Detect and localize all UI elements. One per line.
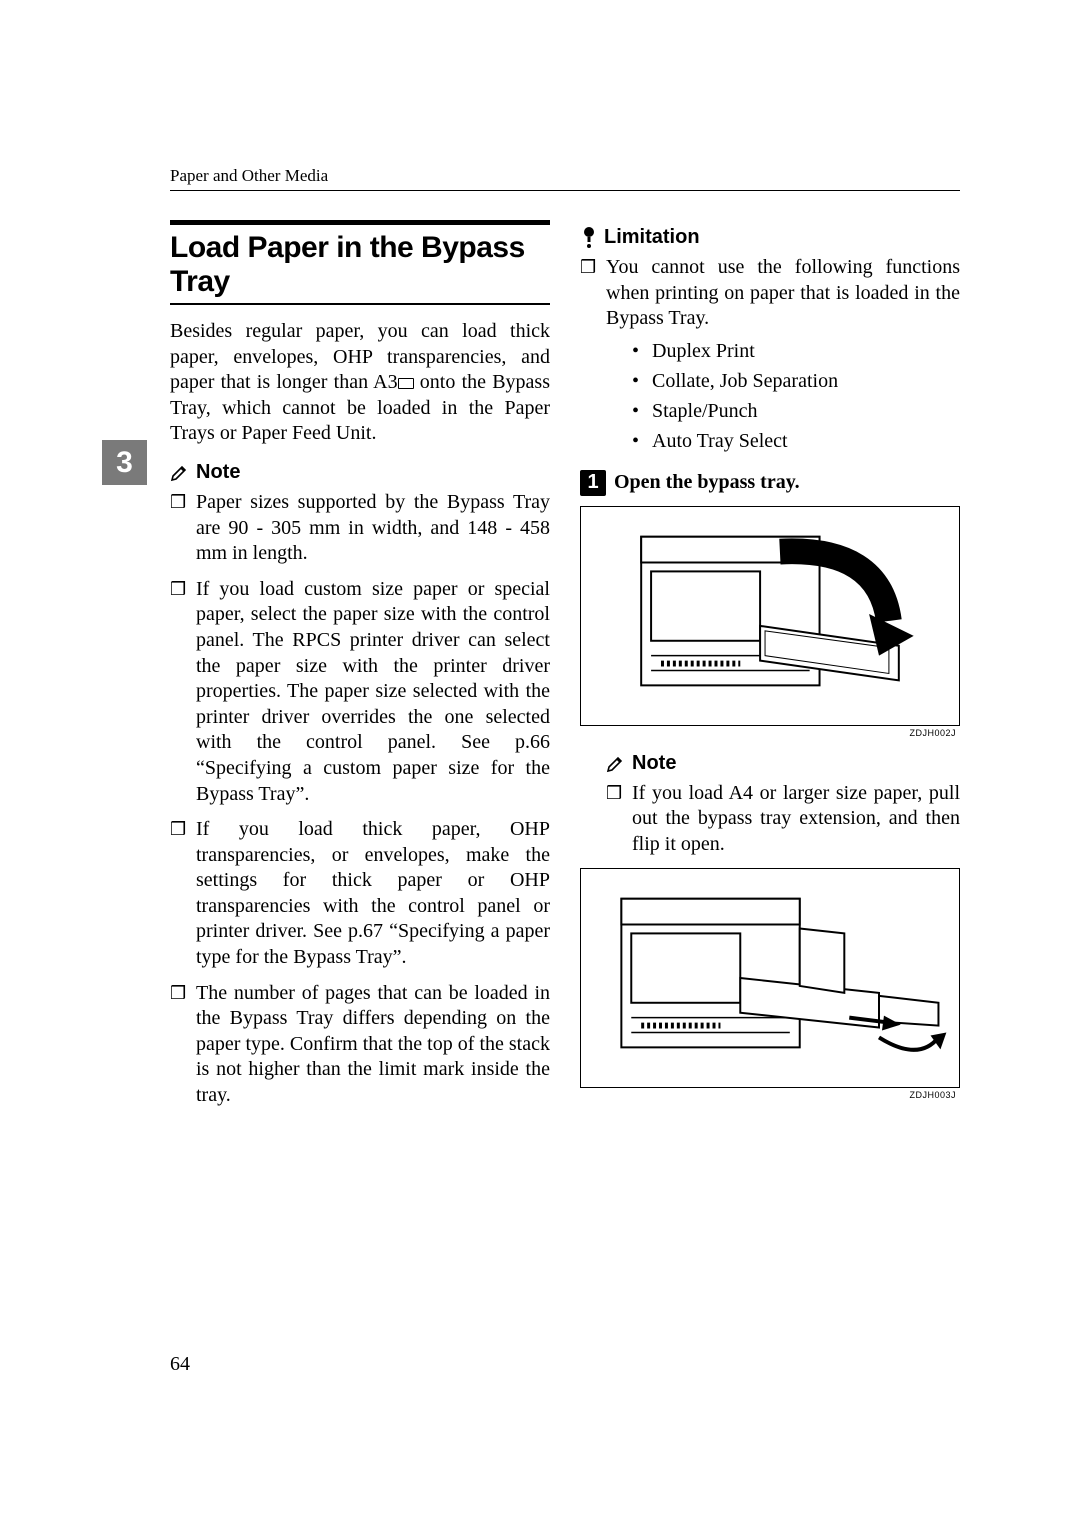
pencil-icon <box>170 462 190 482</box>
printer-extension-illustration <box>581 869 959 1087</box>
note-list: Paper sizes supported by the Bypass Tray… <box>170 490 550 1109</box>
section-heading: Load Paper in the Bypass Tray <box>170 220 550 305</box>
limitation-list: You cannot use the following functions w… <box>580 255 960 456</box>
section-title: Load Paper in the Bypass Tray <box>170 225 550 303</box>
right-column: Limitation You cannot use the following … <box>580 220 960 1119</box>
content-columns: Load Paper in the Bypass Tray Besides re… <box>170 220 960 1119</box>
list-item: If you load thick paper, OHP transparenc… <box>170 817 550 971</box>
step-heading: 1 Open the bypass tray. <box>580 470 960 496</box>
landscape-icon <box>398 378 414 389</box>
list-item: Staple/Punch <box>632 396 960 426</box>
figure-1-caption: ZDJH002J <box>580 728 960 738</box>
list-item: Paper sizes supported by the Bypass Tray… <box>170 490 550 567</box>
list-item: Collate, Job Separation <box>632 366 960 396</box>
limitation-heading: Limitation <box>580 226 960 249</box>
note-heading: Note <box>606 752 960 775</box>
intro-paragraph: Besides regular paper, you can load thic… <box>170 319 550 447</box>
limitation-icon <box>580 227 598 249</box>
figure-1 <box>580 506 960 726</box>
pencil-icon <box>606 753 626 773</box>
figure-2-caption: ZDJH003J <box>580 1090 960 1100</box>
chapter-tab: 3 <box>102 440 147 485</box>
running-head: Paper and Other Media <box>170 166 328 186</box>
list-item: Auto Tray Select <box>632 426 960 456</box>
list-item: You cannot use the following functions w… <box>580 255 960 456</box>
note-label: Note <box>196 461 240 484</box>
limitation-label: Limitation <box>604 226 700 249</box>
limitation-bullets: Duplex Print Collate, Job Separation Sta… <box>606 336 960 456</box>
figure-2 <box>580 868 960 1088</box>
list-item: The number of pages that can be loaded i… <box>170 981 550 1109</box>
page-number: 64 <box>170 1353 190 1376</box>
step-instruction: Open the bypass tray. <box>614 471 800 494</box>
step-number-badge: 1 <box>580 470 606 496</box>
note-heading: Note <box>170 461 550 484</box>
heading-rule-bottom <box>170 303 550 305</box>
note-label: Note <box>632 752 676 775</box>
step-note-list: If you load A4 or larger size paper, pul… <box>606 781 960 858</box>
step-note-block: Note If you load A4 or larger size paper… <box>606 752 960 858</box>
list-item: Duplex Print <box>632 336 960 366</box>
list-item: If you load A4 or larger size paper, pul… <box>606 781 960 858</box>
header-rule <box>170 190 960 191</box>
left-column: Load Paper in the Bypass Tray Besides re… <box>170 220 550 1119</box>
list-item: If you load custom size paper or special… <box>170 577 550 807</box>
printer-open-tray-illustration <box>581 507 959 725</box>
limitation-intro: You cannot use the following functions w… <box>606 256 960 329</box>
page: Paper and Other Media 3 Load Paper in th… <box>0 0 1080 1526</box>
